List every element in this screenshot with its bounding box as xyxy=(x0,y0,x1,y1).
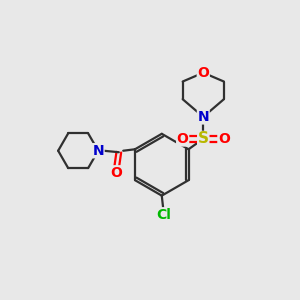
Text: O: O xyxy=(218,132,230,146)
Text: O: O xyxy=(110,166,122,180)
Text: Cl: Cl xyxy=(156,208,171,222)
Text: N: N xyxy=(197,110,209,124)
Text: S: S xyxy=(198,131,209,146)
Text: N: N xyxy=(92,144,104,158)
Text: O: O xyxy=(197,66,209,80)
Text: O: O xyxy=(177,132,189,146)
